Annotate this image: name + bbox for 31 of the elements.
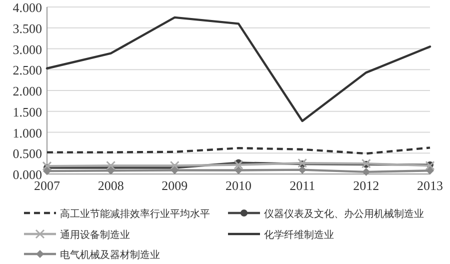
x-tick-label: 2013 xyxy=(417,178,443,193)
point xyxy=(426,166,434,175)
legend-label: 仪器仪表及文化、办公用机械制造业 xyxy=(264,208,424,220)
y-tick-label: 3.000 xyxy=(12,42,42,57)
y-tick-label: 1.000 xyxy=(12,125,42,140)
point xyxy=(170,166,179,174)
x-tick-label: 2008 xyxy=(98,178,124,193)
legend-label: 通用设备制造业 xyxy=(60,229,130,241)
point xyxy=(234,160,244,170)
point xyxy=(106,166,115,175)
point xyxy=(42,161,52,171)
point xyxy=(170,160,180,170)
y-tick-label: 2.000 xyxy=(12,84,42,98)
point xyxy=(43,167,51,176)
legend-label: 化学纤维制造业 xyxy=(264,229,334,241)
y-tick-label: 3.500 xyxy=(12,20,42,36)
x-tick-label: 2009 xyxy=(162,178,188,193)
point xyxy=(106,160,116,170)
legend-label: 高工业节能减排效率行业平均水平 xyxy=(60,208,210,220)
x-tick-label: 2011 xyxy=(290,178,316,193)
y-tick-label: 1.500 xyxy=(12,104,42,120)
y-tick-label: 4.000 xyxy=(12,0,42,15)
x-tick-label: 2010 xyxy=(226,178,252,193)
y-tick-label: 2.500 xyxy=(12,62,42,78)
point xyxy=(234,166,242,174)
x-tick-label: 2012 xyxy=(353,178,380,193)
line-series xyxy=(46,16,432,122)
y-tick-label: 0.500 xyxy=(12,146,42,162)
point xyxy=(298,166,306,174)
point xyxy=(362,168,370,176)
legend-label: 电气机械及器材制造业 xyxy=(60,249,160,261)
